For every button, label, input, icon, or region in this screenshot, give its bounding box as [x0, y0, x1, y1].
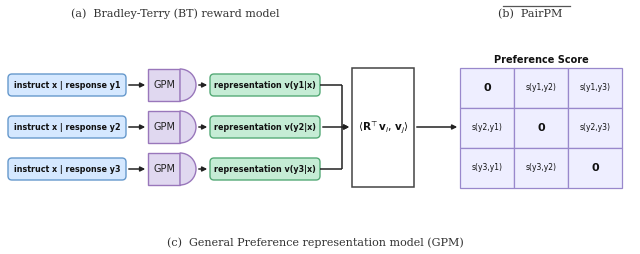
Wedge shape: [180, 153, 196, 185]
Wedge shape: [180, 69, 196, 101]
Text: representation v(y3|x): representation v(y3|x): [214, 165, 316, 173]
Bar: [460, 108, 514, 148]
FancyBboxPatch shape: [210, 74, 320, 96]
Bar: [568, 68, 622, 108]
Bar: [514, 108, 568, 148]
Text: representation v(y2|x): representation v(y2|x): [214, 122, 316, 132]
Text: s(y2,y1): s(y2,y1): [472, 123, 502, 133]
Text: 0: 0: [483, 83, 491, 93]
Bar: [352, 68, 414, 187]
Text: instruct x | response y2: instruct x | response y2: [13, 122, 120, 132]
Text: s(y1,y2): s(y1,y2): [525, 84, 556, 92]
Text: GPM: GPM: [153, 80, 175, 90]
Text: 0: 0: [591, 163, 599, 173]
Text: GPM: GPM: [153, 122, 175, 132]
Text: s(y2,y3): s(y2,y3): [579, 123, 611, 133]
Text: 0: 0: [537, 123, 545, 133]
Bar: [568, 108, 622, 148]
Bar: [148, 69, 180, 101]
Text: s(y3,y1): s(y3,y1): [472, 164, 502, 172]
FancyBboxPatch shape: [8, 74, 126, 96]
Text: GPM: GPM: [153, 164, 175, 174]
Wedge shape: [180, 111, 196, 143]
Bar: [460, 68, 514, 108]
Text: $\langle\mathbf{R}^{\!\top}\mathbf{v}_i,\,\mathbf{v}_j\rangle$: $\langle\mathbf{R}^{\!\top}\mathbf{v}_i,…: [358, 120, 408, 135]
Bar: [460, 148, 514, 188]
Bar: [148, 111, 180, 143]
Text: representation v(y1|x): representation v(y1|x): [214, 81, 316, 89]
Text: (b)  PairPM: (b) PairPM: [498, 9, 562, 19]
Text: Preference Score: Preference Score: [493, 55, 588, 65]
Bar: [568, 148, 622, 188]
Text: instruct x | response y3: instruct x | response y3: [13, 165, 120, 173]
FancyBboxPatch shape: [8, 116, 126, 138]
Text: s(y3,y2): s(y3,y2): [525, 164, 557, 172]
Text: instruct x | response y1: instruct x | response y1: [13, 81, 120, 89]
FancyBboxPatch shape: [8, 158, 126, 180]
Bar: [514, 148, 568, 188]
FancyBboxPatch shape: [210, 116, 320, 138]
Text: s(y1,y3): s(y1,y3): [579, 84, 611, 92]
FancyBboxPatch shape: [210, 158, 320, 180]
Text: (c)  General Preference representation model (GPM): (c) General Preference representation mo…: [166, 238, 463, 248]
Bar: [514, 68, 568, 108]
Text: (a)  Bradley-Terry (BT) reward model: (a) Bradley-Terry (BT) reward model: [71, 9, 279, 19]
Bar: [148, 153, 180, 185]
